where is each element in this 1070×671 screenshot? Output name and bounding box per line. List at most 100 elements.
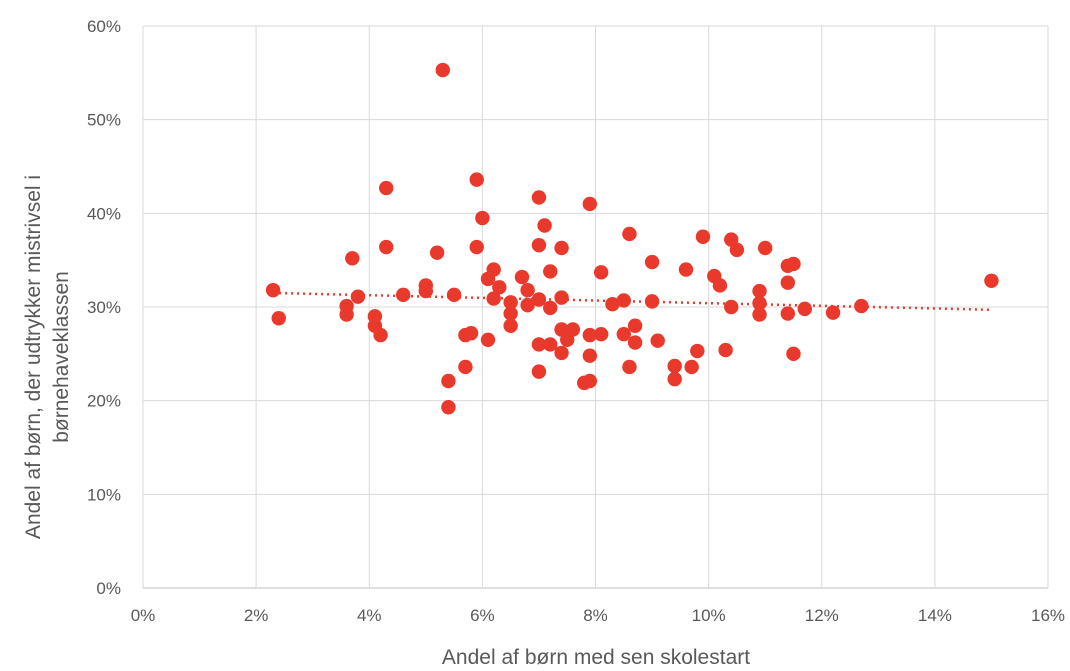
data-point bbox=[441, 400, 456, 415]
x-tick-label: 14% bbox=[918, 606, 952, 625]
data-point bbox=[554, 240, 569, 256]
data-point bbox=[718, 342, 733, 358]
x-axis-title: Andel af børn med sen skolestart bbox=[442, 646, 750, 669]
y-tick-label: 40% bbox=[87, 204, 121, 223]
y-axis-title-line-1: Andel af børn, der udtrykker mistrivsel … bbox=[22, 175, 45, 539]
data-point bbox=[531, 364, 547, 379]
data-point bbox=[486, 291, 501, 306]
data-point bbox=[345, 251, 360, 266]
data-point bbox=[712, 278, 728, 293]
data-point bbox=[724, 299, 739, 315]
data-point bbox=[373, 327, 388, 343]
x-tick-label: 12% bbox=[805, 606, 839, 625]
data-point bbox=[537, 218, 552, 233]
data-point bbox=[650, 333, 665, 348]
data-point bbox=[752, 296, 767, 311]
data-point bbox=[593, 265, 609, 280]
data-point bbox=[644, 254, 660, 270]
data-point bbox=[554, 290, 569, 305]
data-point bbox=[543, 264, 558, 279]
data-point bbox=[582, 373, 598, 389]
data-point bbox=[752, 307, 767, 322]
y-tick-label: 10% bbox=[87, 485, 121, 504]
data-point bbox=[752, 283, 767, 299]
data-point bbox=[531, 190, 547, 205]
data-point bbox=[520, 297, 535, 313]
data-point bbox=[531, 292, 547, 307]
data-point bbox=[441, 373, 456, 389]
data-point bbox=[984, 273, 999, 288]
data-point bbox=[379, 180, 394, 196]
y-tick-label: 50% bbox=[87, 111, 121, 130]
data-point bbox=[469, 239, 484, 255]
data-point bbox=[622, 226, 637, 242]
data-point bbox=[458, 359, 473, 375]
x-tick-label: 10% bbox=[692, 606, 726, 625]
data-point bbox=[503, 306, 518, 321]
data-point bbox=[797, 301, 812, 317]
data-point bbox=[582, 327, 598, 343]
data-point bbox=[667, 358, 682, 374]
data-point bbox=[627, 318, 643, 333]
y-tick-label: 60% bbox=[87, 17, 121, 36]
data-point bbox=[480, 332, 496, 347]
data-point bbox=[565, 322, 581, 337]
data-point bbox=[616, 326, 631, 342]
x-tick-label: 4% bbox=[357, 606, 382, 625]
data-point bbox=[622, 359, 637, 375]
data-point bbox=[543, 300, 558, 316]
data-point bbox=[469, 172, 484, 187]
data-point bbox=[429, 245, 445, 260]
data-point bbox=[379, 239, 394, 255]
x-tick-label: 2% bbox=[244, 606, 269, 625]
data-point bbox=[684, 359, 699, 375]
data-point bbox=[446, 287, 462, 303]
data-point bbox=[780, 306, 796, 321]
data-point bbox=[593, 326, 609, 342]
data-point bbox=[616, 293, 631, 308]
x-tick-label: 8% bbox=[583, 606, 608, 625]
data-point bbox=[690, 343, 705, 359]
data-point bbox=[695, 229, 711, 244]
y-axis-title-line-2: børnehaveklassen bbox=[50, 271, 73, 443]
x-tick-label: 0% bbox=[131, 606, 156, 625]
data-point bbox=[418, 283, 434, 299]
data-point bbox=[514, 269, 530, 285]
data-point bbox=[825, 305, 841, 320]
data-point bbox=[780, 275, 796, 290]
data-point bbox=[582, 196, 598, 212]
data-point bbox=[486, 262, 501, 277]
data-point bbox=[395, 287, 411, 303]
y-tick-labels: 0% 10% 20% 30% 40% 50% 60% bbox=[87, 17, 121, 598]
data-point bbox=[582, 348, 598, 363]
data-point bbox=[265, 282, 281, 298]
data-point bbox=[475, 210, 490, 226]
data-point bbox=[531, 337, 547, 352]
data-point bbox=[435, 62, 450, 78]
data-point bbox=[543, 337, 558, 352]
data-point bbox=[531, 237, 547, 253]
data-point bbox=[667, 371, 682, 387]
data-point bbox=[786, 256, 801, 272]
data-point bbox=[339, 307, 354, 322]
data-points bbox=[265, 62, 999, 415]
data-point bbox=[492, 280, 507, 295]
x-tick-label: 6% bbox=[470, 606, 495, 625]
data-point bbox=[520, 282, 535, 298]
data-point bbox=[503, 318, 518, 333]
y-tick-label: 30% bbox=[87, 298, 121, 317]
x-tick-label: 16% bbox=[1031, 606, 1065, 625]
data-point bbox=[554, 345, 569, 361]
data-point bbox=[786, 346, 801, 362]
data-point bbox=[644, 294, 660, 309]
data-point bbox=[350, 289, 366, 304]
y-axis-title: Andel af børn, der udtrykker mistrivsel … bbox=[22, 175, 73, 539]
data-point bbox=[757, 240, 773, 256]
data-point bbox=[463, 326, 479, 341]
data-point bbox=[271, 311, 286, 326]
data-point bbox=[627, 335, 643, 350]
data-point bbox=[854, 298, 869, 314]
data-point bbox=[503, 295, 518, 310]
data-point bbox=[678, 262, 694, 277]
